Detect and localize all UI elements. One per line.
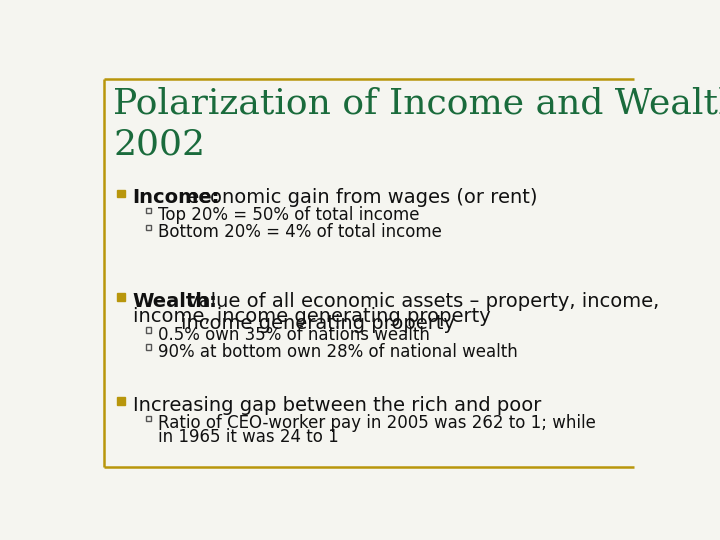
- Bar: [145, 208, 151, 213]
- Text: value of all economic assets – property, income, income generating property: value of all economic assets – property,…: [181, 292, 659, 333]
- Text: Ratio of CEO-worker pay in 2005 was 262 to 1; while: Ratio of CEO-worker pay in 2005 was 262 …: [158, 414, 596, 433]
- Text: Wealth:: Wealth:: [132, 292, 217, 311]
- Text: Income:: Income:: [132, 188, 220, 207]
- Text: Top 20% = 50% of total income: Top 20% = 50% of total income: [158, 206, 420, 225]
- Bar: [145, 416, 151, 421]
- Bar: [117, 397, 125, 405]
- Text: 0.5% own 35% of nations wealth: 0.5% own 35% of nations wealth: [158, 326, 430, 344]
- Text: Increasing gap between the rich and poor: Increasing gap between the rich and poor: [132, 396, 541, 415]
- Bar: [145, 345, 151, 350]
- Text: Polarization of Income and Wealth in
2002: Polarization of Income and Wealth in 200…: [113, 86, 720, 161]
- Text: Bottom 20% = 4% of total income: Bottom 20% = 4% of total income: [158, 224, 442, 241]
- Text: income, income generating property: income, income generating property: [132, 307, 490, 326]
- Bar: [117, 294, 125, 301]
- Text: in 1965 it was 24 to 1: in 1965 it was 24 to 1: [158, 428, 339, 446]
- Bar: [145, 327, 151, 333]
- Bar: [117, 190, 125, 197]
- Bar: [145, 225, 151, 231]
- Text: economic gain from wages (or rent): economic gain from wages (or rent): [181, 188, 537, 207]
- Text: 90% at bottom own 28% of national wealth: 90% at bottom own 28% of national wealth: [158, 343, 518, 361]
